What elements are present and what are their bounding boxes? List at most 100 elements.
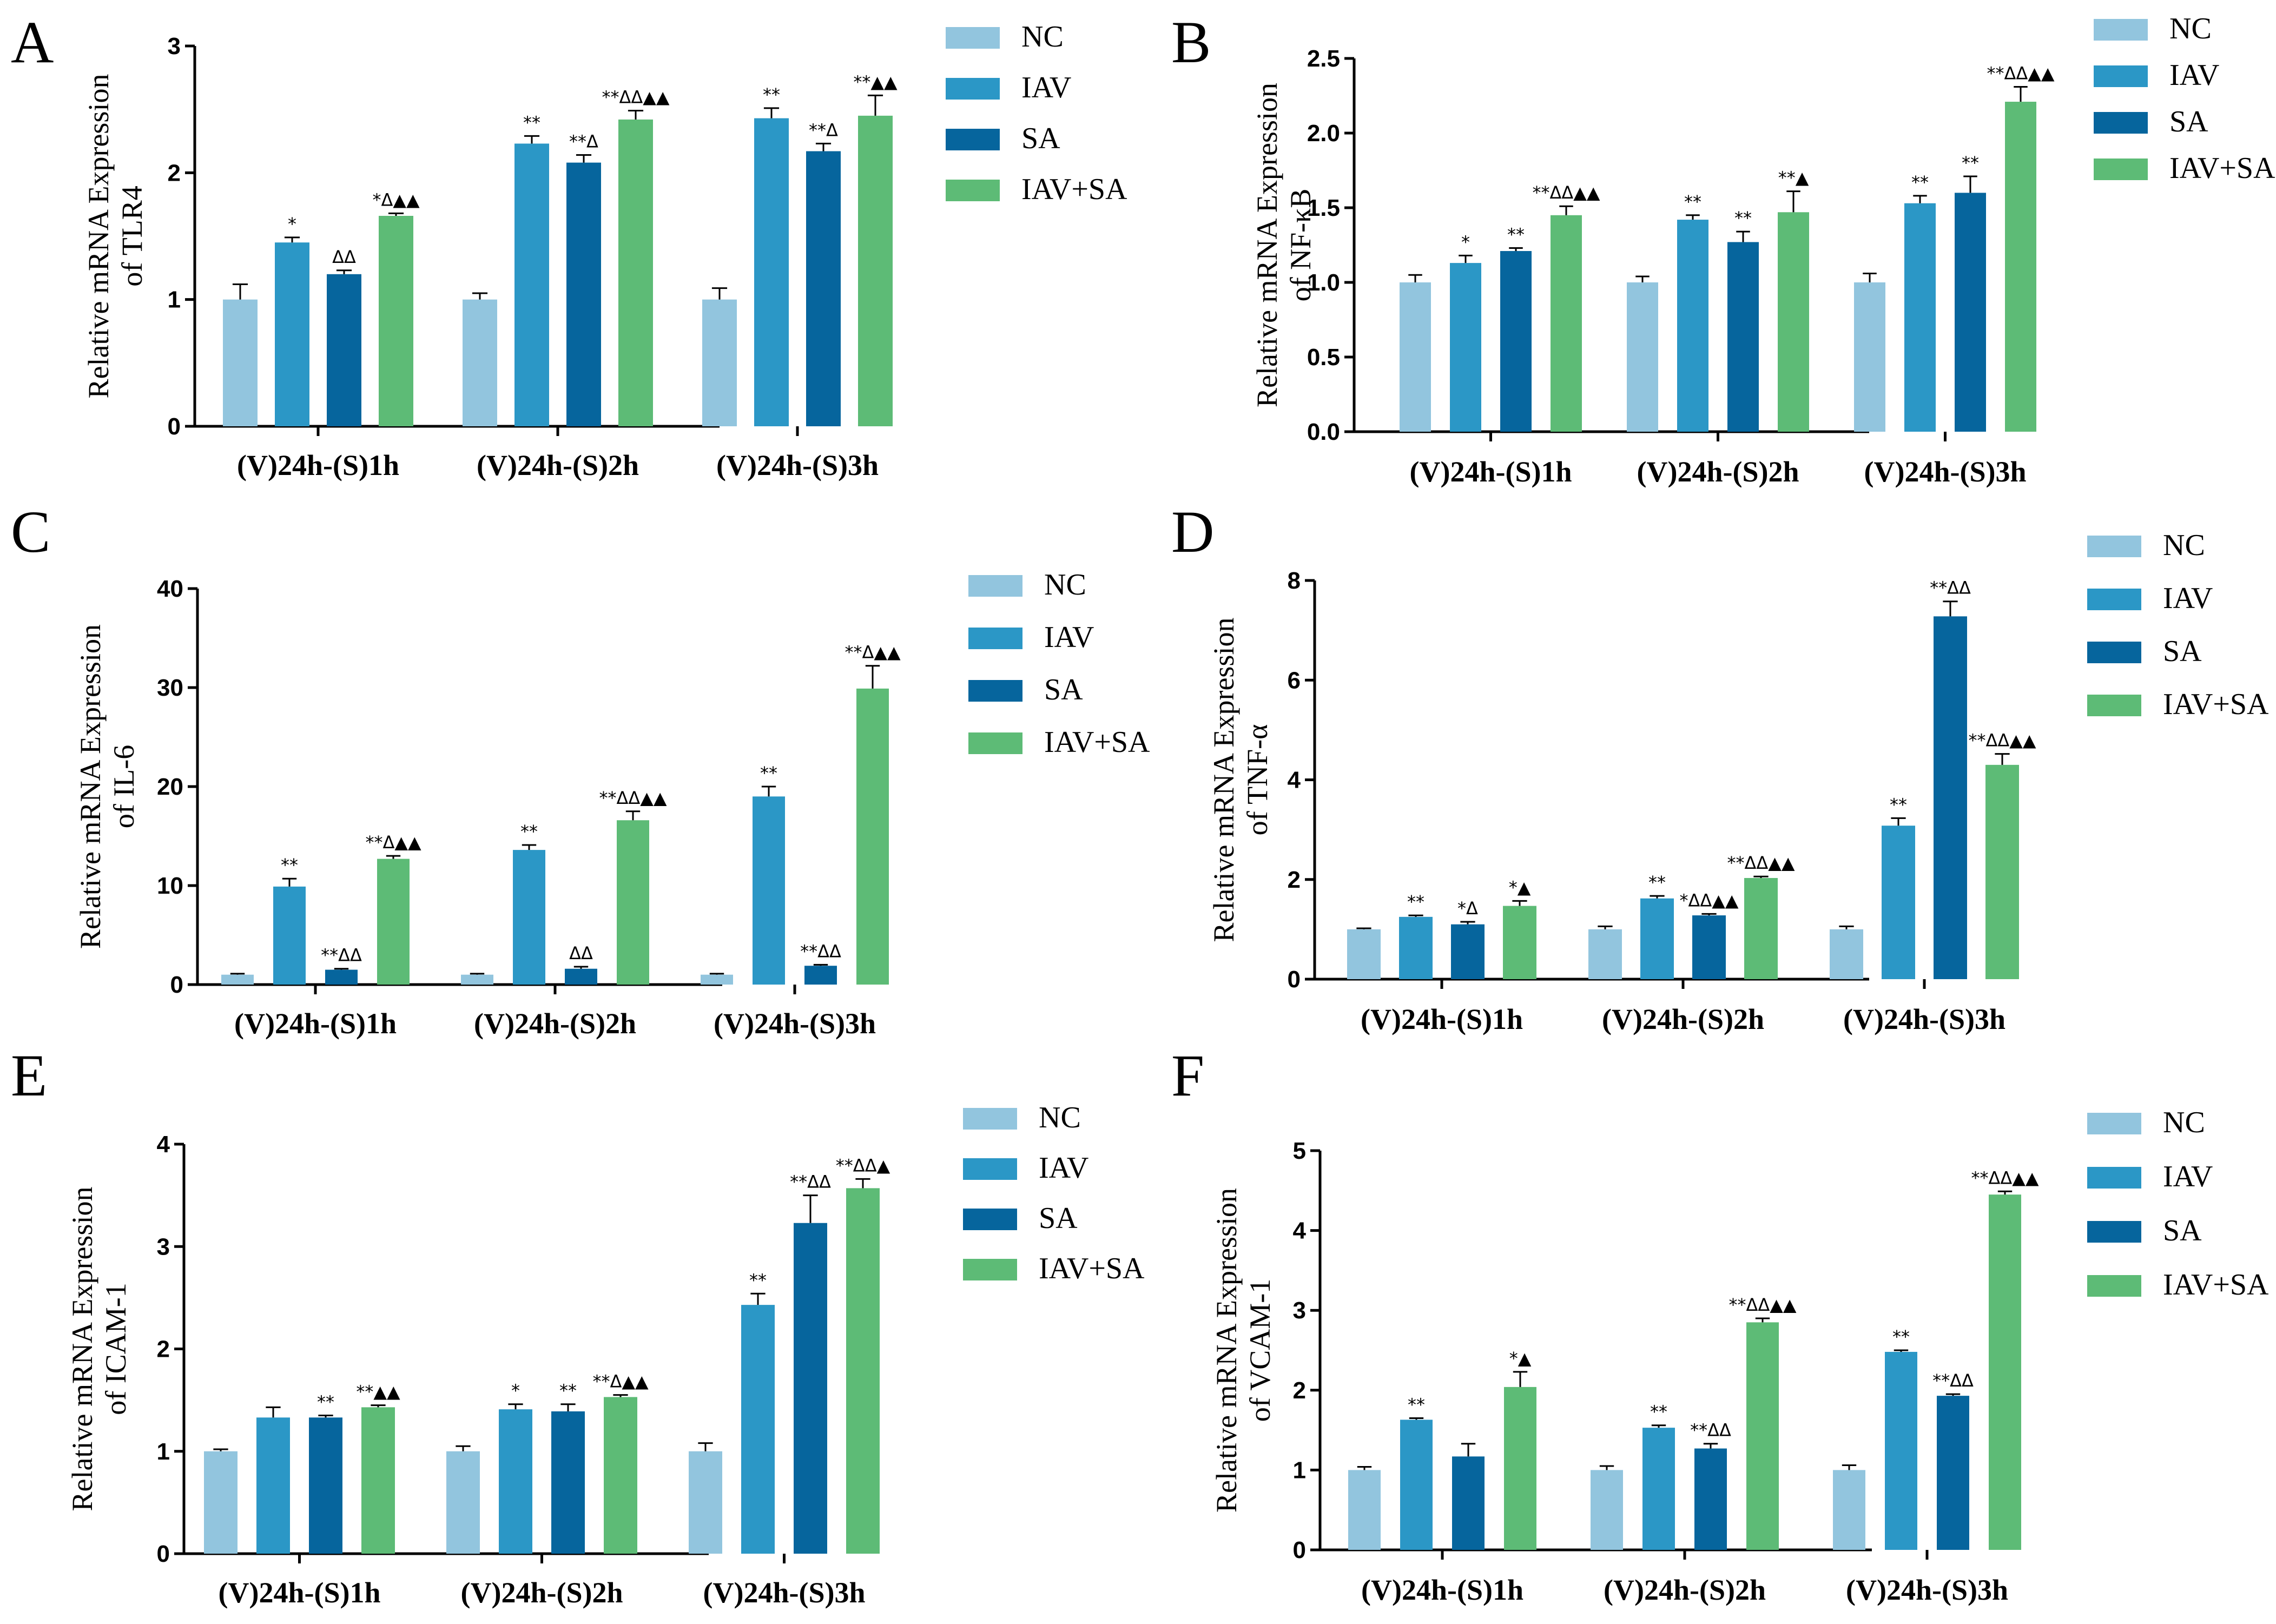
y-tick-label: 20 — [157, 774, 183, 800]
significance-label: **ΔΔ — [1690, 1420, 1731, 1441]
significance-label: ** — [523, 112, 540, 133]
significance-label: **ΔΔ▲▲ — [599, 788, 667, 808]
bar-nc — [1347, 929, 1381, 979]
significance-label: *Δ▲▲ — [372, 189, 420, 210]
panel-e: E Relative mRNA Expressionof ICAM-1 0 1 2 3 4 *… — [11, 1042, 1145, 1609]
legend-label: IAV — [2169, 58, 2219, 92]
legend-label: SA — [2169, 105, 2208, 138]
legend-swatch — [2087, 642, 2141, 663]
legend-swatch — [968, 732, 1022, 754]
y-tick-label: 1 — [157, 1438, 170, 1465]
panel-letter: D — [1171, 499, 1214, 565]
y-tick-label: 4 — [1288, 767, 1301, 794]
y-tick-label: 2.5 — [1307, 45, 1340, 72]
y-tick-label: 1.5 — [1307, 195, 1340, 221]
significance-label: ** — [1648, 872, 1666, 893]
x-tick-label: (V)24h-(S)2h — [1604, 1574, 1766, 1606]
significance-label: **ΔΔ — [1932, 1370, 1974, 1391]
bar-iav — [1885, 1351, 1917, 1550]
y-axis-label: Relative mRNA Expressionof TNF-α — [1208, 618, 1274, 942]
bar-iav — [499, 1409, 532, 1554]
legend-label: IAV — [1039, 1151, 1088, 1185]
bar-sa — [327, 274, 361, 426]
significance-label: **ΔΔ▲▲ — [1969, 730, 2036, 751]
legend-swatch — [968, 628, 1022, 649]
legend-swatch — [946, 78, 1000, 100]
bar-sa — [1934, 616, 1967, 979]
legend-label: IAV — [1021, 71, 1071, 104]
significance-label: * — [1461, 232, 1470, 252]
y-axis-label: Relative mRNA Expressionof NF-κB — [1251, 83, 1317, 407]
x-tick-label: (V)24h-(S)3h — [716, 449, 879, 481]
legend-label: NC — [1039, 1101, 1081, 1134]
legend-swatch — [946, 129, 1000, 150]
y-axis-label-line: of TNF-α — [1241, 724, 1274, 836]
y-tick-label: 4 — [157, 1131, 170, 1158]
bar-iav — [753, 796, 785, 985]
significance-label: **Δ▲▲ — [845, 642, 901, 663]
y-tick-label: 10 — [157, 873, 183, 899]
bar-iav-sa — [379, 216, 413, 426]
y-axis-label: Relative mRNA Expressionof IL-6 — [74, 624, 140, 949]
bar-nc — [1833, 1470, 1865, 1550]
legend-label: SA — [2163, 1214, 2202, 1247]
legend-swatch — [968, 680, 1022, 702]
bar-iav-sa — [858, 115, 893, 427]
significance-label: **▲ — [1778, 168, 1809, 188]
x-tick-label: (V)24h-(S)2h — [477, 449, 639, 481]
bar-iav-sa — [856, 688, 889, 985]
significance-label: **ΔΔ — [1930, 578, 1971, 598]
bar-nc — [702, 299, 737, 426]
bar-iav-sa — [1746, 1322, 1779, 1550]
legend-swatch — [963, 1209, 1017, 1230]
significance-label: ** — [1407, 892, 1424, 912]
legend-label: SA — [1021, 122, 1060, 155]
bar-iav — [275, 242, 309, 426]
x-tick-label: (V)24h-(S)3h — [1846, 1574, 2008, 1606]
bar-sa — [1692, 915, 1726, 979]
y-axis-label-line: of VCAM-1 — [1244, 1279, 1276, 1422]
y-tick-label: 3 — [168, 33, 181, 60]
bar-nc — [1588, 929, 1622, 979]
legend-swatch — [2087, 589, 2141, 610]
bar-iav-sa — [377, 859, 410, 985]
significance-label: ** — [559, 1381, 577, 1401]
legend-label: NC — [1044, 568, 1086, 602]
legend-label: NC — [1021, 20, 1064, 54]
y-axis-label-line: Relative mRNA Expression — [1251, 83, 1283, 407]
legend-swatch — [2087, 1221, 2141, 1243]
significance-label: **Δ — [569, 131, 598, 152]
bar-nc — [223, 299, 258, 426]
legend-swatch — [2087, 695, 2141, 716]
y-tick-label: 2 — [1288, 867, 1301, 893]
bar-iav-sa — [1778, 212, 1809, 432]
y-tick-label: 4 — [1293, 1218, 1307, 1244]
x-tick-label: (V)24h-(S)1h — [1409, 455, 1572, 488]
significance-label: ** — [1408, 1394, 1425, 1415]
y-tick-label: 5 — [1293, 1138, 1306, 1164]
panel-b: B Relative mRNA Expressionof NF-κB 0.0 0.5 1… — [1171, 9, 2275, 488]
significance-label: **Δ▲▲ — [592, 1371, 649, 1392]
bar-sa — [309, 1417, 342, 1554]
significance-label: **Δ — [809, 120, 838, 140]
bar-iav — [1882, 826, 1915, 979]
legend-label: IAV+SA — [1039, 1252, 1145, 1285]
significance-label: ** — [317, 1392, 334, 1412]
legend-swatch — [963, 1259, 1017, 1280]
bar-iav — [514, 143, 549, 427]
bar-nc — [463, 299, 497, 426]
bar-nc — [1627, 282, 1658, 432]
bar-sa — [1451, 924, 1485, 979]
significance-label: *ΔΔ▲▲ — [1680, 890, 1739, 910]
y-tick-label: 6 — [1288, 667, 1301, 694]
bar-sa — [551, 1411, 585, 1554]
significance-label: * — [288, 214, 296, 234]
bar-sa — [804, 966, 837, 985]
y-axis-label-line: of IL-6 — [108, 745, 140, 828]
x-tick-label: (V)24h-(S)1h — [237, 449, 399, 481]
y-axis-label-line: Relative mRNA Expression — [1208, 618, 1240, 942]
bar-nc — [446, 1451, 480, 1554]
y-axis-label-line: Relative mRNA Expression — [1210, 1188, 1243, 1513]
significance-label: ** — [1892, 1326, 1910, 1347]
